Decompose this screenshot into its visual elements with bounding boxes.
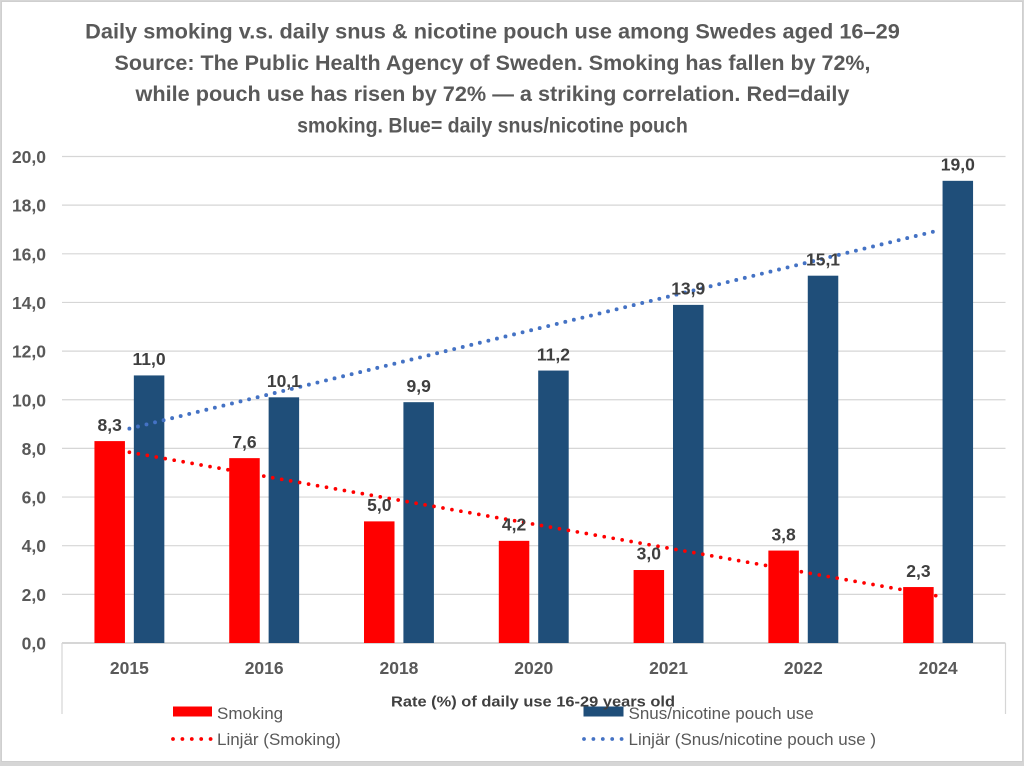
svg-text:2016: 2016 <box>245 658 284 678</box>
svg-text:5,0: 5,0 <box>367 495 392 515</box>
svg-text:14,0: 14,0 <box>12 293 46 313</box>
svg-text:9,9: 9,9 <box>406 376 431 396</box>
svg-text:Rate (%) of daily use 16-29 ye: Rate (%) of daily use 16-29 years old <box>391 694 675 711</box>
svg-text:3,8: 3,8 <box>771 524 796 544</box>
svg-text:Linjär (Snus/nicotine pouch us: Linjär (Snus/nicotine pouch use ) <box>629 730 877 749</box>
svg-text:7,6: 7,6 <box>232 432 257 452</box>
svg-text:15,1: 15,1 <box>806 249 840 269</box>
svg-text:16,0: 16,0 <box>12 244 46 264</box>
svg-text:8,0: 8,0 <box>22 439 47 459</box>
svg-text:20,0: 20,0 <box>12 147 46 167</box>
svg-text:4,2: 4,2 <box>502 515 527 535</box>
svg-text:Snus/nicotine pouch use: Snus/nicotine pouch use <box>629 704 814 723</box>
svg-text:2018: 2018 <box>379 658 418 678</box>
svg-text:18,0: 18,0 <box>12 196 46 216</box>
svg-text:2,0: 2,0 <box>22 585 47 605</box>
svg-text:Linjär (Smoking): Linjär (Smoking) <box>217 730 341 749</box>
svg-text:19,0: 19,0 <box>941 155 975 175</box>
svg-text:2022: 2022 <box>784 658 823 678</box>
svg-text:10,1: 10,1 <box>267 371 301 391</box>
svg-text:6,0: 6,0 <box>22 488 47 508</box>
svg-text:4,0: 4,0 <box>22 536 47 556</box>
svg-text:2020: 2020 <box>514 658 553 678</box>
svg-text:Daily smoking v.s. daily snus: Daily smoking v.s. daily snus & nicotine… <box>85 20 900 44</box>
svg-text:Smoking: Smoking <box>217 704 283 723</box>
svg-text:8,3: 8,3 <box>98 415 123 435</box>
svg-text:2021: 2021 <box>649 658 688 678</box>
svg-text:11,2: 11,2 <box>537 344 570 364</box>
svg-text:10,0: 10,0 <box>12 390 46 410</box>
svg-text:11,0: 11,0 <box>133 349 166 369</box>
svg-text:0,0: 0,0 <box>22 634 47 654</box>
svg-text:13,9: 13,9 <box>671 279 705 299</box>
svg-text:2015: 2015 <box>110 658 149 678</box>
svg-text:while pouch use has risen by 7: while pouch use has risen by 72% — a str… <box>134 82 849 106</box>
svg-text:Source: The Public Health Agen: Source: The Public Health Agency of Swed… <box>115 51 871 75</box>
svg-text:smoking. Blue= daily snus/nico: smoking. Blue= daily snus/nicotine pouch <box>297 113 688 137</box>
svg-text:3,0: 3,0 <box>637 544 662 564</box>
svg-text:2024: 2024 <box>919 658 958 678</box>
svg-text:2,3: 2,3 <box>906 561 931 581</box>
svg-text:12,0: 12,0 <box>12 342 46 362</box>
